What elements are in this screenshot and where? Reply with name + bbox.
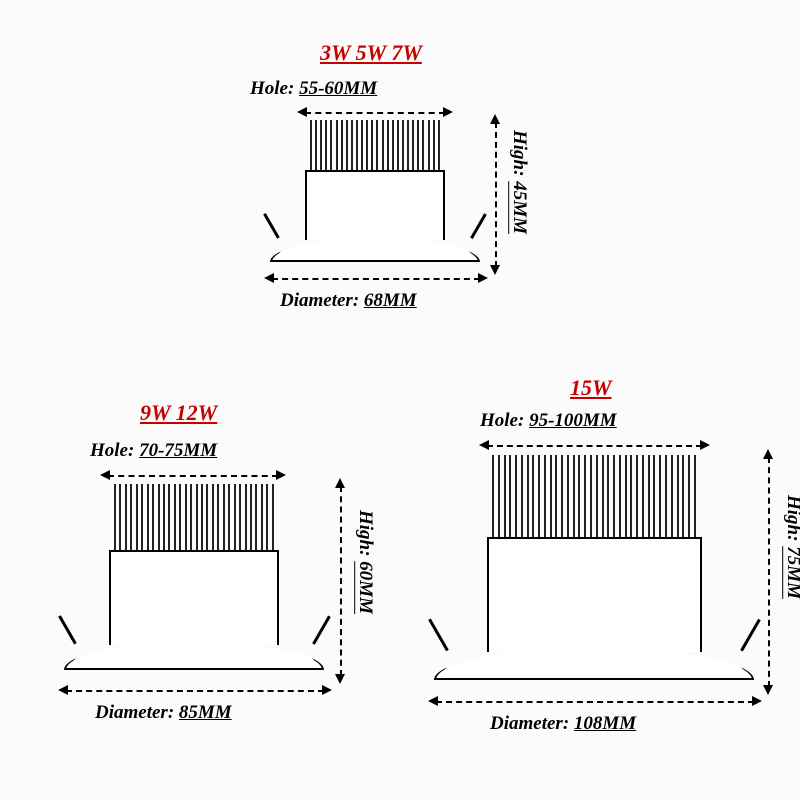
arrow-icon <box>335 674 345 684</box>
hole-dimension-line <box>487 445 702 447</box>
heatsink-fins <box>310 120 440 175</box>
product-medium: 9W 12W Hole: 70-75MM High: 60MM Diameter… <box>60 400 440 770</box>
clip-left <box>263 213 279 238</box>
arrow-icon <box>763 449 773 459</box>
arrow-icon <box>700 440 710 450</box>
diameter-dimension-line <box>436 701 754 703</box>
lamp-body <box>487 537 702 652</box>
clip-right <box>740 619 760 651</box>
lamp-drawing <box>64 484 324 684</box>
arrow-icon <box>276 470 286 480</box>
arrow-icon <box>490 114 500 124</box>
arrow-icon <box>335 478 345 488</box>
hole-dimension-line <box>108 475 278 477</box>
arrow-icon <box>763 685 773 695</box>
lamp-body <box>109 550 279 645</box>
high-label: High: 45MM <box>508 130 530 234</box>
arrow-icon <box>322 685 332 695</box>
high-dimension-line <box>340 486 342 676</box>
lamp-flange <box>64 642 324 670</box>
high-label-text: High: <box>783 495 800 541</box>
arrow-icon <box>752 696 762 706</box>
diameter-value: 68MM <box>364 290 417 311</box>
hole-dimension-line <box>305 112 445 114</box>
arrow-icon <box>490 265 500 275</box>
lamp-flange <box>270 238 480 262</box>
hole-value: 95-100MM <box>529 410 617 431</box>
high-label-text: High: <box>509 130 530 176</box>
hole-label-text: Hole: <box>90 440 134 461</box>
diameter-label: Diameter: 108MM <box>490 713 636 735</box>
arrow-icon <box>479 440 489 450</box>
lamp-flange <box>434 648 754 680</box>
clip-right <box>470 213 486 238</box>
wattage-label: 3W 5W 7W <box>320 40 422 66</box>
hole-label-text: Hole: <box>250 78 294 99</box>
diameter-dimension-line <box>272 278 480 280</box>
hole-label: Hole: 55-60MM <box>250 78 377 100</box>
clip-left <box>58 616 76 645</box>
arrow-icon <box>443 107 453 117</box>
diameter-value: 85MM <box>179 702 232 723</box>
high-label: High: 75MM <box>782 495 800 599</box>
hole-label: Hole: 95-100MM <box>480 410 617 432</box>
hole-value: 55-60MM <box>299 78 377 99</box>
heatsink-fins <box>492 455 696 543</box>
arrow-icon <box>100 470 110 480</box>
high-value: 75MM <box>783 546 800 599</box>
diameter-label: Diameter: 85MM <box>95 702 232 724</box>
wattage-label: 9W 12W <box>140 400 217 426</box>
high-dimension-line <box>495 122 497 267</box>
high-dimension-line <box>768 457 770 687</box>
high-value: 45MM <box>509 181 530 234</box>
high-value: 60MM <box>355 561 376 614</box>
lamp-body <box>305 170 445 240</box>
hole-value: 70-75MM <box>139 440 217 461</box>
diameter-label-text: Diameter: <box>95 702 174 723</box>
clip-left <box>428 619 448 651</box>
clip-right <box>312 616 330 645</box>
arrow-icon <box>58 685 68 695</box>
hole-label-text: Hole: <box>480 410 524 431</box>
diameter-value: 108MM <box>574 713 636 734</box>
lamp-drawing <box>270 120 480 270</box>
high-label: High: 60MM <box>354 510 376 614</box>
lamp-drawing <box>434 455 754 695</box>
heatsink-fins <box>114 484 274 556</box>
arrow-icon <box>264 273 274 283</box>
diameter-label-text: Diameter: <box>490 713 569 734</box>
product-large: 15W Hole: 95-100MM High: 75MM Diameter: … <box>430 375 800 775</box>
diameter-dimension-line <box>66 690 324 692</box>
diameter-label: Diameter: 68MM <box>280 290 417 312</box>
product-small: 3W 5W 7W Hole: 55-60MM High: 45MM Diamet… <box>230 40 570 360</box>
diameter-label-text: Diameter: <box>280 290 359 311</box>
arrow-icon <box>428 696 438 706</box>
arrow-icon <box>297 107 307 117</box>
arrow-icon <box>478 273 488 283</box>
high-label-text: High: <box>355 510 376 556</box>
hole-label: Hole: 70-75MM <box>90 440 217 462</box>
wattage-label: 15W <box>570 375 612 401</box>
